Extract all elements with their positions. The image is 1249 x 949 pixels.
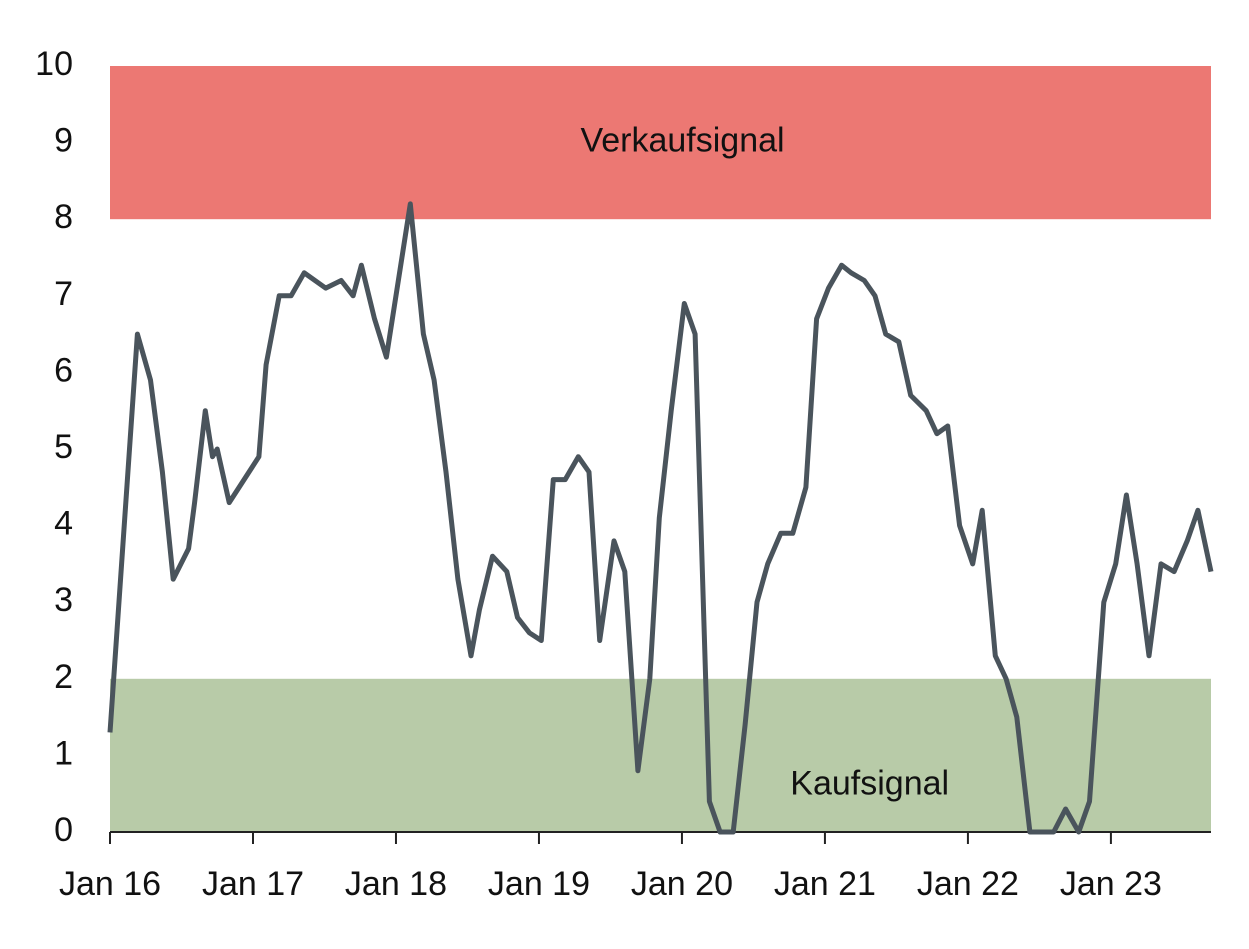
data-line xyxy=(107,201,1214,835)
x-tick-label: Jan 23 xyxy=(1060,865,1162,903)
y-tick-label: 7 xyxy=(54,275,73,313)
y-tick-label: 6 xyxy=(54,351,73,389)
signal-band xyxy=(110,66,1211,220)
y-tick-label: 2 xyxy=(54,658,73,696)
y-tick-label: 10 xyxy=(35,45,73,83)
y-tick-label: 4 xyxy=(54,505,73,543)
y-tick-label: 3 xyxy=(54,581,73,619)
y-tick-label: 5 xyxy=(54,428,73,466)
x-tick-label: Jan 18 xyxy=(345,865,447,903)
y-tick-label: 1 xyxy=(54,734,73,772)
band-label: Verkaufsignal xyxy=(580,122,784,160)
x-tick-label: Jan 16 xyxy=(59,865,161,903)
x-tick-label: Jan 21 xyxy=(774,865,876,903)
band-label: Kaufsignal xyxy=(790,764,949,802)
x-tick-label: Jan 22 xyxy=(917,865,1019,903)
signal-band xyxy=(110,678,1211,832)
y-tick-label: 9 xyxy=(54,122,73,160)
x-tick-label: Jan 17 xyxy=(202,865,304,903)
x-tick-label: Jan 19 xyxy=(488,865,590,903)
y-tick-label: 0 xyxy=(54,811,73,849)
y-tick-label: 8 xyxy=(54,198,73,236)
x-tick-label: Jan 20 xyxy=(631,865,733,903)
